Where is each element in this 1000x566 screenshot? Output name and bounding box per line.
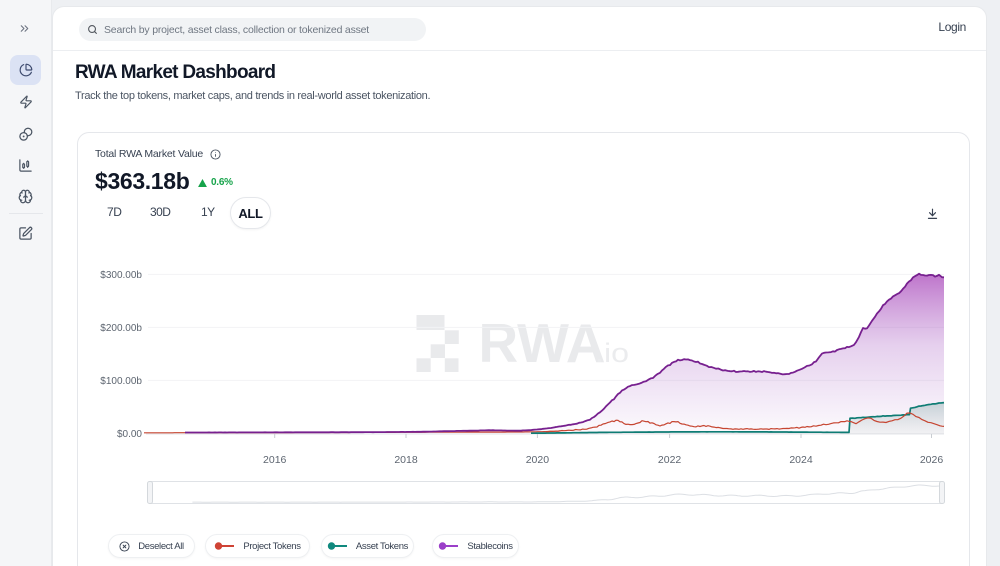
svg-text:2024: 2024 [789,454,813,466]
svg-text:2026: 2026 [920,454,944,466]
svg-text:$0.00: $0.00 [117,429,142,440]
svg-text:2022: 2022 [658,454,682,466]
svg-text:$100.00b: $100.00b [100,376,142,387]
svg-text:2016: 2016 [263,454,287,466]
svg-text:2018: 2018 [394,454,418,466]
svg-text:$300.00b: $300.00b [100,270,142,281]
svg-text:2020: 2020 [526,454,550,466]
svg-text:$200.00b: $200.00b [100,323,142,334]
svg-text:RWA: RWA [479,312,606,374]
svg-text:.io: .io [595,338,629,368]
